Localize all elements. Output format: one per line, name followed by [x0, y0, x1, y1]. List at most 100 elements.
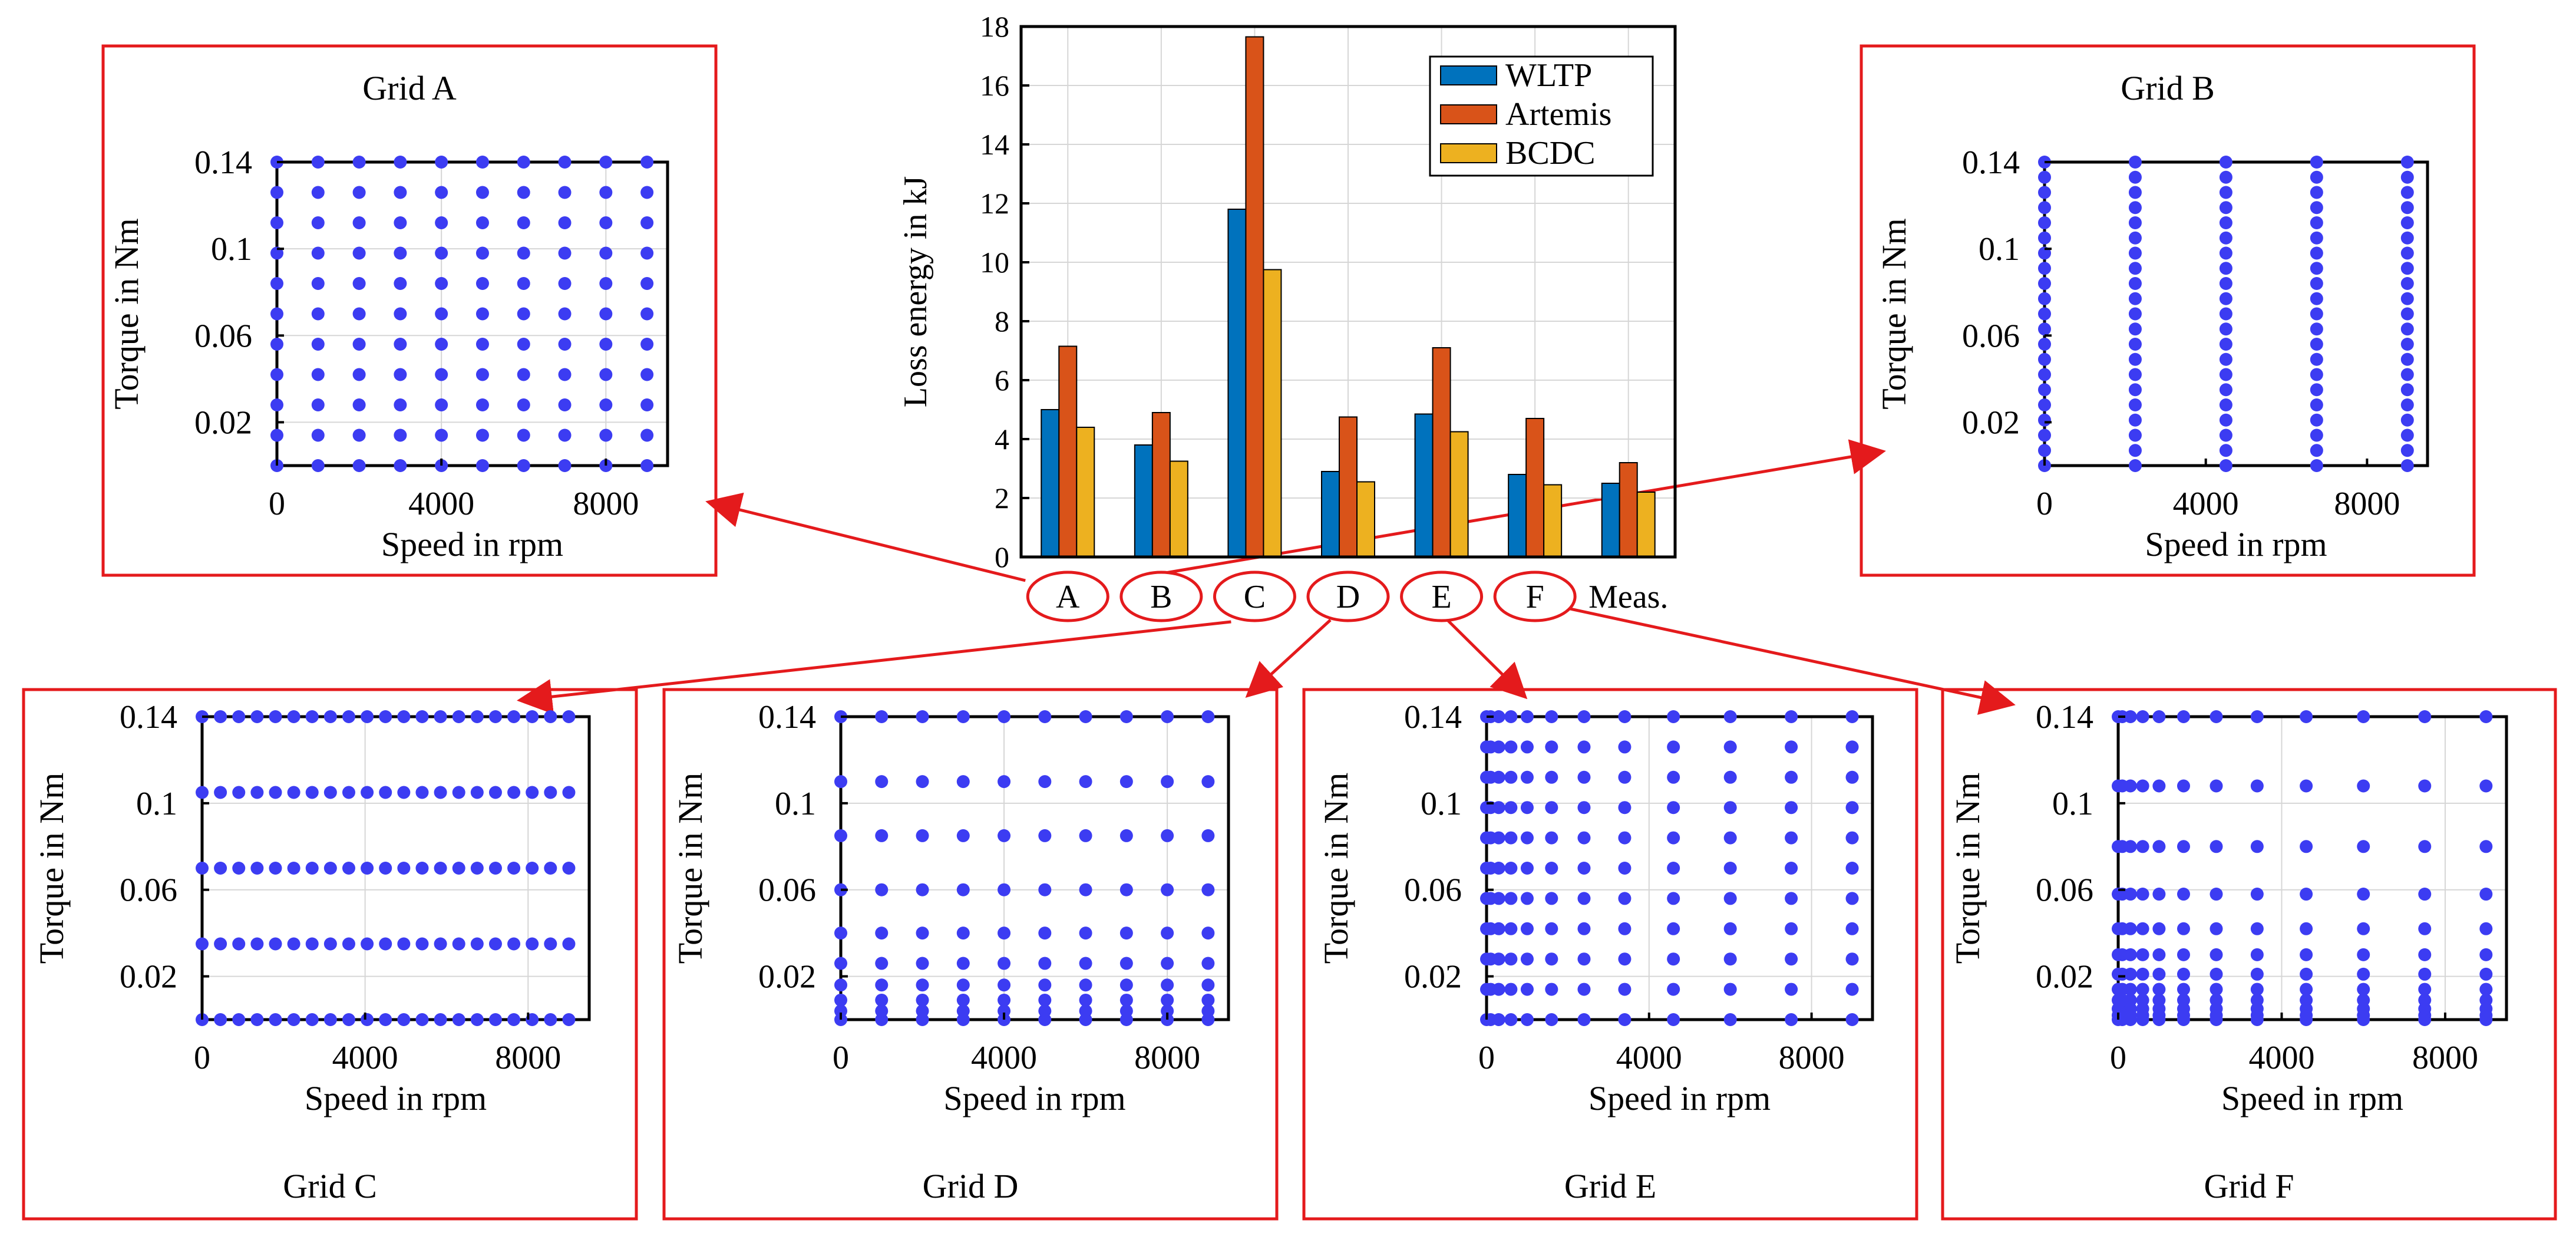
grid-point	[2219, 368, 2232, 381]
grid-point	[2210, 993, 2223, 1007]
grid-point	[2400, 156, 2414, 169]
x-axis-label: Speed in rpm	[2221, 1079, 2403, 1117]
grid-point	[2128, 277, 2142, 290]
grid-point	[1618, 710, 1632, 723]
grid-point	[1845, 922, 1859, 935]
y-tick-label: 0.14	[1404, 699, 1462, 736]
grid-point	[1079, 978, 1092, 992]
bar	[1619, 462, 1638, 558]
grid-point	[834, 957, 847, 970]
grid-point	[434, 937, 447, 951]
grid-point	[517, 368, 530, 381]
grid-point	[2250, 993, 2264, 1007]
grid-point	[2310, 428, 2323, 442]
grid-point	[2152, 948, 2166, 961]
grid-point	[214, 710, 227, 723]
grid-point	[640, 216, 654, 229]
grid-point	[640, 428, 654, 442]
grid-point	[2250, 922, 2264, 935]
grid-point	[1618, 862, 1632, 875]
grid-point	[2479, 888, 2493, 901]
grid-panel-frames	[22, 44, 2557, 1221]
grid-point	[305, 710, 319, 723]
grid-point	[2310, 398, 2323, 411]
grid-point	[526, 862, 539, 875]
grid-point	[1545, 831, 1558, 845]
grid-point	[2152, 993, 2166, 1007]
grid-point	[998, 883, 1011, 896]
grid-point	[1504, 982, 1518, 996]
bar	[1356, 481, 1375, 558]
grid-point	[435, 156, 448, 169]
y-tick-label: 0.1	[2052, 786, 2093, 822]
arrow-c	[517, 620, 1231, 714]
grid-point	[558, 459, 572, 472]
grid-point	[434, 862, 447, 875]
grid-point	[394, 277, 407, 290]
grid-point	[475, 186, 489, 199]
grid-point	[488, 862, 502, 875]
grid-point	[470, 862, 484, 875]
grid-point	[2357, 993, 2370, 1007]
grid-point	[1845, 982, 1859, 996]
grid-point	[1504, 831, 1518, 845]
grid-point	[214, 1013, 227, 1026]
grid-point	[2128, 338, 2142, 351]
grid-point	[2152, 967, 2166, 981]
grid-point	[1785, 982, 1798, 996]
grid-point	[2128, 383, 2142, 397]
grid-point	[562, 710, 576, 723]
grid-point	[397, 862, 411, 875]
grid-point	[1577, 892, 1591, 905]
grid-point	[1038, 1004, 1052, 1018]
bar-y-tick-label: 0	[995, 540, 1009, 573]
grid-point	[434, 786, 447, 799]
grid-point	[2177, 779, 2190, 793]
grid-point	[270, 307, 283, 321]
bar-y-tick-label: 14	[980, 128, 1009, 161]
grid-point	[2357, 982, 2370, 996]
grid-point	[435, 277, 448, 290]
grid-point	[1577, 801, 1591, 815]
grid-point	[1667, 801, 1680, 815]
y-tick-label: 0.14	[2036, 699, 2093, 736]
bar	[1525, 418, 1545, 558]
grid-point	[562, 862, 576, 875]
grid-point	[1079, 829, 1092, 842]
grid-point	[956, 957, 970, 970]
grid-point	[1201, 829, 1215, 842]
x-tick-label: 4000	[2248, 1040, 2314, 1076]
grid-point	[1079, 883, 1092, 896]
grid-point	[2038, 307, 2051, 321]
grid-point	[640, 246, 654, 260]
grid-point	[2038, 383, 2051, 397]
y-axis-label: Torque in Nm	[1948, 773, 1987, 964]
grid-point	[2357, 710, 2370, 723]
category-label: B	[1150, 579, 1172, 615]
grid-point	[517, 338, 530, 351]
grid-point	[2219, 459, 2232, 472]
grid-point	[1723, 892, 1737, 905]
grid-point	[2310, 246, 2323, 260]
grid-point	[507, 937, 521, 951]
grid-point	[2310, 322, 2323, 336]
grid-point	[2219, 413, 2232, 427]
grid-point	[1545, 770, 1558, 784]
grid-point	[834, 978, 847, 992]
grid-point	[1201, 978, 1215, 992]
bar	[1543, 484, 1563, 558]
grid-point	[834, 775, 847, 789]
grid-point	[470, 786, 484, 799]
grid-point	[1520, 862, 1534, 875]
grid-point	[352, 216, 366, 229]
grid-point	[2479, 922, 2493, 935]
y-tick-label: 0.14	[194, 144, 252, 181]
grid-point	[1504, 1013, 1518, 1026]
bar	[1245, 36, 1264, 558]
grid-point	[599, 428, 613, 442]
grid-point	[1492, 740, 1505, 754]
grid-point	[2400, 186, 2414, 199]
grid-point	[1201, 710, 1215, 723]
grid-point	[269, 786, 282, 799]
